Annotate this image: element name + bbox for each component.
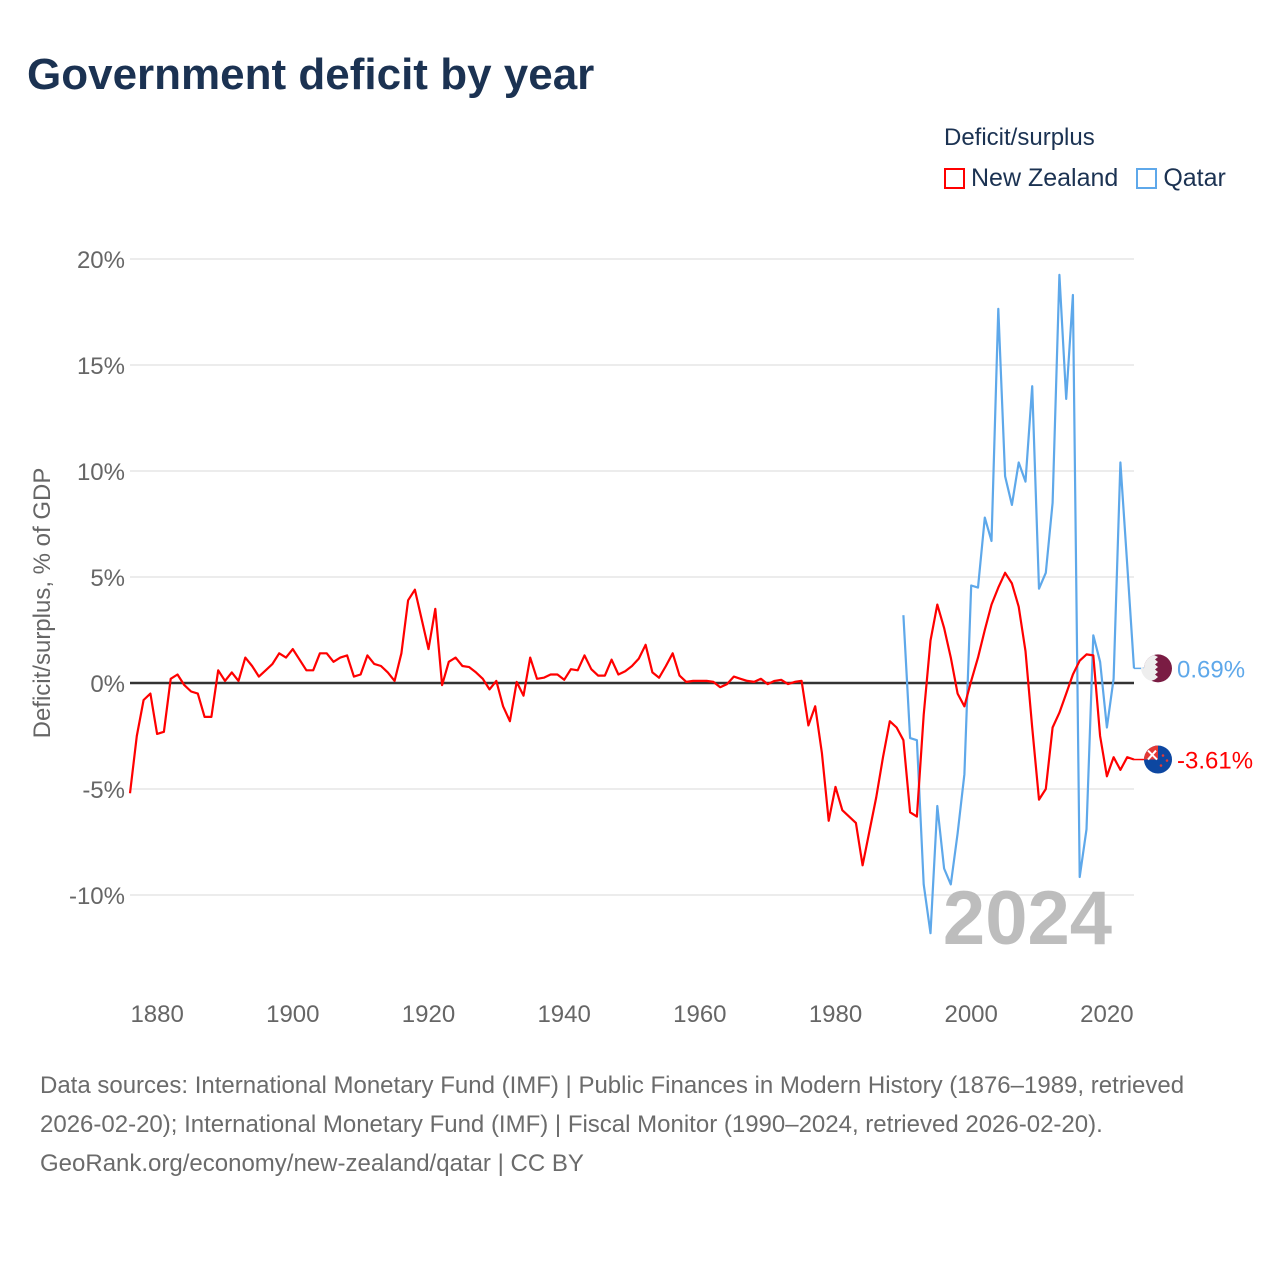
y-tick-label: 10% bbox=[77, 459, 125, 486]
flag-white-band bbox=[1140, 654, 1158, 681]
legend-title: Deficit/surplus bbox=[944, 124, 1095, 151]
y-tick-label: 15% bbox=[77, 353, 125, 380]
flag-star bbox=[1165, 759, 1169, 762]
y-tick-label: -5% bbox=[82, 777, 125, 804]
data-sources: Data sources: International Monetary Fun… bbox=[40, 1072, 1185, 1138]
x-tick-label: 1900 bbox=[266, 1001, 319, 1028]
series-line-qatar bbox=[902, 273, 1136, 935]
flag-cross bbox=[1147, 749, 1158, 761]
y-tick-label: 5% bbox=[90, 565, 125, 592]
x-tick-label: 1940 bbox=[537, 1001, 590, 1028]
year-watermark: 2024 bbox=[943, 876, 1112, 961]
y-tick-label: 0% bbox=[90, 671, 125, 698]
legend-label: New Zealand bbox=[971, 164, 1119, 192]
credit-link[interactable]: GeoRank.org/economy/new-zealand/qatar | … bbox=[40, 1150, 584, 1177]
y-tick-label: -10% bbox=[69, 883, 125, 910]
x-tick-label: 1880 bbox=[130, 1001, 183, 1028]
x-tick-label: 1920 bbox=[402, 1001, 455, 1028]
series-line-new-zealand bbox=[128, 571, 1135, 867]
legend-item-new-zealand[interactable]: New Zealand bbox=[944, 164, 1118, 193]
flag-star bbox=[1161, 754, 1165, 757]
chart-title: Government deficit by year bbox=[27, 50, 595, 99]
x-tick-label: 2020 bbox=[1080, 1001, 1133, 1028]
end-value-label: -3.61% bbox=[1177, 748, 1253, 775]
legend: Deficit/surplus New Zealand Qatar bbox=[944, 124, 1226, 193]
flag-new-zealand-icon bbox=[1144, 745, 1172, 774]
x-tick-label: 2000 bbox=[944, 1001, 997, 1028]
end-value-label: 0.69% bbox=[1177, 656, 1245, 683]
x-tick-label: 1960 bbox=[673, 1001, 726, 1028]
y-axis-label: Deficit/surplus, % of GDP bbox=[29, 468, 56, 739]
legend-label: Qatar bbox=[1163, 164, 1226, 192]
flag-star bbox=[1159, 764, 1163, 767]
flag-qatar-icon bbox=[1140, 654, 1172, 683]
line-chart: 20% 15% 10% 5% 0% -5% -10% 1880 1900 1920 1940 1960… bbox=[29, 247, 1253, 1028]
legend-swatch-qatar bbox=[1136, 168, 1158, 189]
legend-item-qatar[interactable]: Qatar bbox=[1136, 164, 1226, 193]
legend-swatch-new-zealand bbox=[944, 168, 965, 189]
x-tick-label: 1980 bbox=[809, 1001, 862, 1028]
footer: Data sources: International Monetary Fun… bbox=[40, 1066, 1240, 1183]
y-tick-label: 20% bbox=[77, 247, 125, 274]
